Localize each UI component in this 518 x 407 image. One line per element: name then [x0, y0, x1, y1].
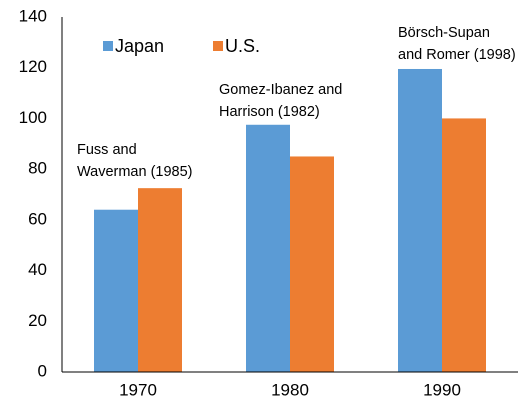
bar	[246, 124, 290, 373]
y-tick-label: 0	[38, 361, 47, 380]
bar	[290, 156, 334, 372]
y-tick-label: 100	[19, 108, 47, 127]
legend-swatch	[103, 41, 113, 51]
y-tick-label: 80	[28, 159, 47, 178]
y-tick-label: 120	[19, 57, 47, 76]
y-tick-label: 20	[28, 311, 47, 330]
x-tick-label: 1970	[119, 380, 157, 399]
annotation: and Romer (1998)	[398, 47, 516, 63]
annotation: Fuss and	[77, 142, 137, 158]
annotation: Gomez-Ibanez and	[219, 82, 342, 98]
annotation: Waverman (1985)	[77, 164, 193, 180]
annotation: Börsch-Supan	[398, 25, 490, 41]
y-tick-label: 140	[19, 6, 47, 25]
legend-label: U.S.	[225, 36, 260, 56]
x-tick-label: 1990	[423, 380, 461, 399]
bar	[398, 68, 442, 372]
x-tick-label: 1980	[271, 380, 309, 399]
legend-label: Japan	[115, 36, 164, 56]
y-tick-label: 40	[28, 260, 47, 279]
y-tick-label: 60	[28, 209, 47, 228]
annotation: Harrison (1982)	[219, 104, 320, 120]
legend-swatch	[213, 41, 223, 51]
bar	[442, 118, 486, 372]
bar	[94, 209, 138, 372]
bar	[138, 188, 182, 372]
